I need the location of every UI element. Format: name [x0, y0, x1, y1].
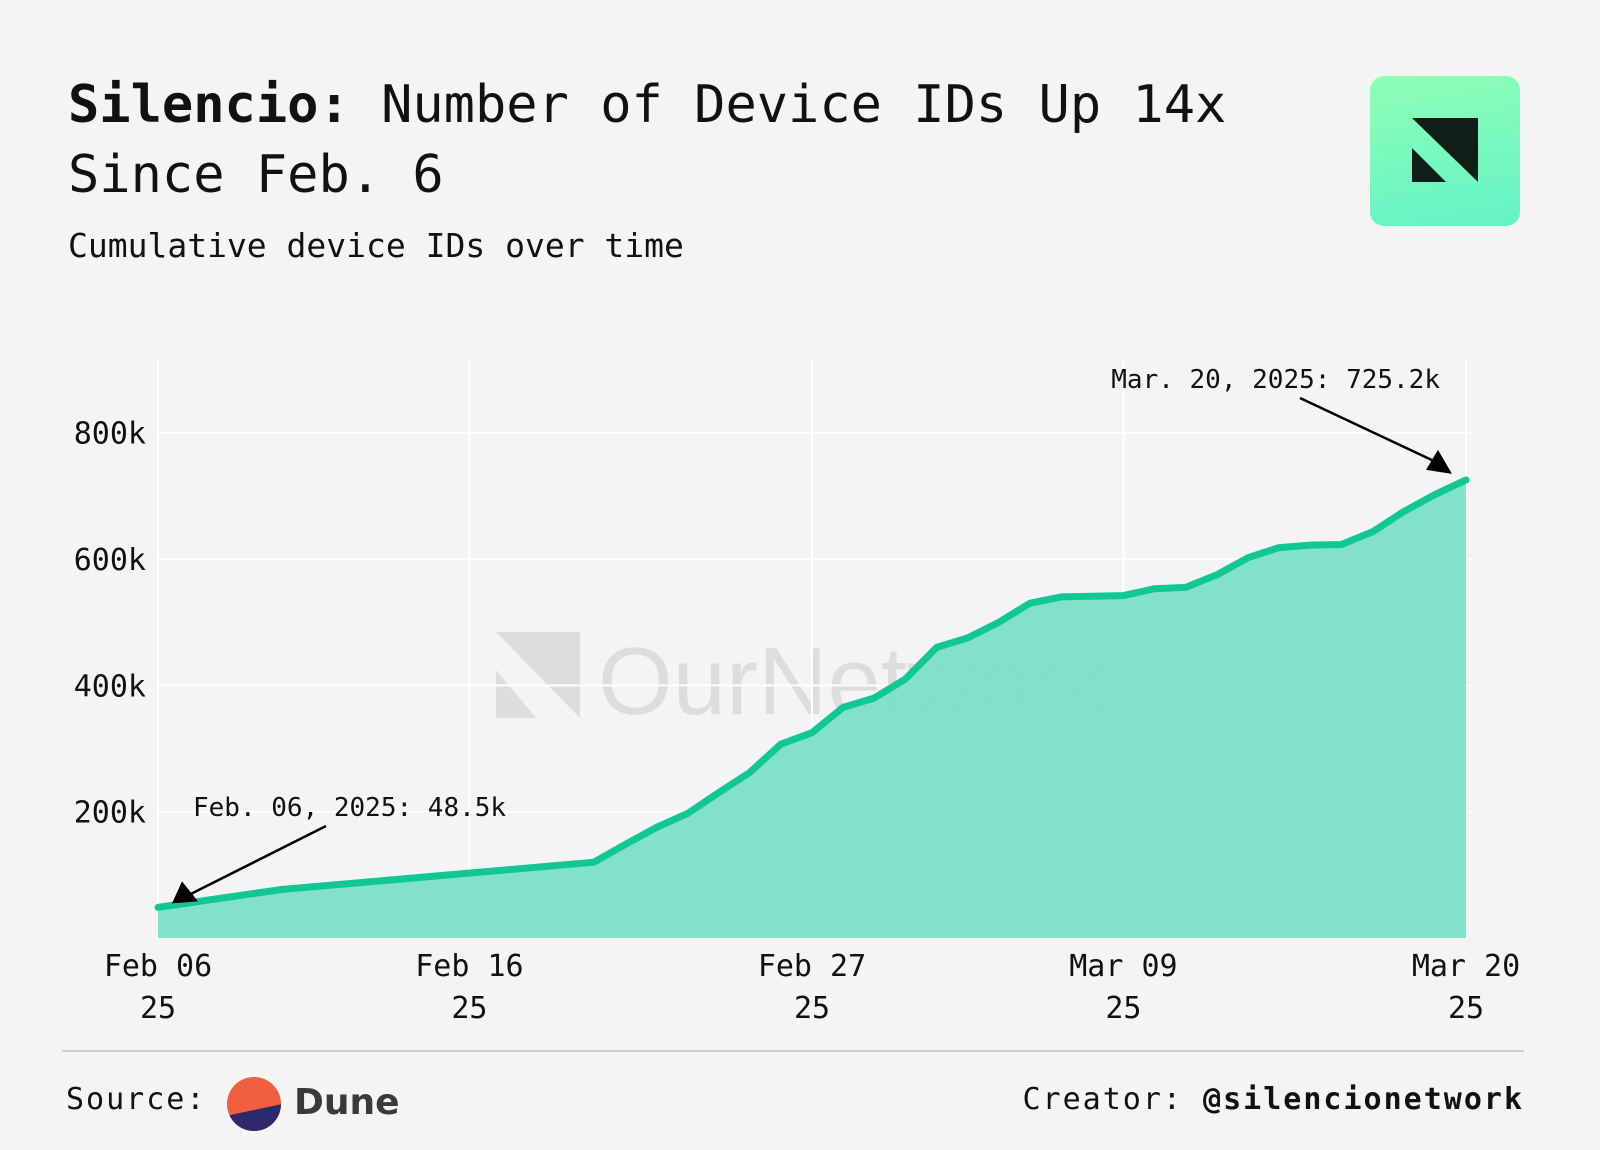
x-tick-label-3: Mar 09 — [1069, 949, 1177, 984]
title-brand: Silencio: — [68, 75, 350, 135]
dune-logo-icon — [227, 1077, 281, 1131]
series-line — [154, 476, 1470, 911]
x-tick-year-1: 25 — [451, 991, 487, 1026]
page-subtitle: Cumulative device IDs over time — [68, 226, 684, 265]
annotation-end-label: Mar. 20, 2025: 725.2k — [1111, 365, 1440, 395]
x-tick-label-1: Feb 16 — [415, 949, 523, 984]
x-tick-year-0: 25 — [140, 991, 176, 1026]
footer-divider — [62, 1050, 1524, 1052]
annotation-start-label: Feb. 06, 2025: 48.5k — [193, 793, 506, 823]
x-tick-label-0: Feb 06 — [104, 949, 212, 984]
y-axis: 200k 400k 600k 800k — [74, 417, 146, 831]
annotation-start-arrowhead — [172, 881, 198, 904]
watermark-mark-upper — [496, 632, 580, 718]
title-rest: Number of Device IDs Up 14x Since Feb. 6 — [68, 75, 1227, 205]
watermark-mark-lower — [496, 670, 536, 718]
annotation-end-arrowhead — [1426, 449, 1452, 474]
y-tick-label-0: 200k — [74, 796, 146, 831]
x-tick-year-4: 25 — [1448, 991, 1484, 1026]
y-tick-label-2: 600k — [74, 543, 146, 578]
ournetwork-logo-icon — [1412, 118, 1478, 182]
annotations: Feb. 06, 2025: 48.5k Mar. 20, 2025: 725.2… — [172, 365, 1452, 904]
x-tick-year-2: 25 — [794, 991, 830, 1026]
creator-handle: @silencionetwork — [1203, 1082, 1524, 1117]
x-tick-label-4: Mar 20 — [1412, 949, 1520, 984]
annotation-start-arrow-line — [185, 824, 327, 898]
creator-label: Creator: — [1022, 1082, 1183, 1117]
y-tick-label-1: 400k — [74, 669, 146, 704]
x-axis: Feb 06 25 Feb 16 25 Feb 27 25 Mar 09 25 Mar 20 25 — [104, 949, 1520, 1026]
creator: Creator: @silencionetwork — [1022, 1082, 1524, 1117]
source-name: Dune — [294, 1082, 400, 1123]
x-tick-year-3: 25 — [1105, 991, 1141, 1026]
x-tick-label-2: Feb 27 — [758, 949, 866, 984]
page-title: Silencio: Number of Device IDs Up 14x Si… — [68, 70, 1288, 210]
y-tick-label-3: 800k — [74, 417, 146, 452]
ournetwork-logo — [1370, 76, 1520, 226]
annotation-end-arrow-line — [1299, 396, 1441, 466]
source-label: Source: — [66, 1082, 207, 1117]
